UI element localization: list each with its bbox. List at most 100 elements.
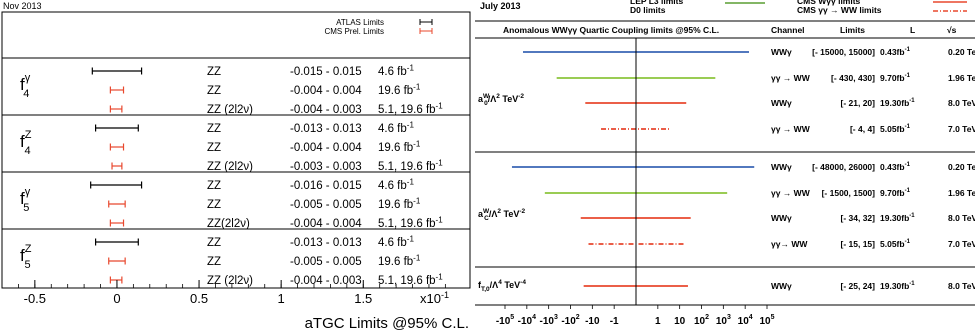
x-tick-label: -1 [610, 316, 619, 327]
x-tick-label: -103 [539, 314, 557, 327]
x-tick-label: -102 [561, 314, 579, 327]
luminosity-label: 19.6 fb-1 [378, 253, 421, 268]
limit-range: -0.013 - 0.013 [290, 123, 362, 135]
row-limits: [- 25, 24] [841, 281, 876, 291]
luminosity-label: 5.1, 19.6 fb-1 [378, 272, 443, 287]
channel-label: ZZ [207, 256, 221, 268]
limit-range: -0.005 - 0.005 [290, 256, 362, 268]
limit-range: -0.005 - 0.005 [290, 199, 362, 211]
luminosity-label: 4.6 fb-1 [378, 120, 414, 135]
legend-label: D0 limits [630, 5, 666, 15]
x-tick-label: -105 [496, 314, 514, 327]
parameter-label: fZ 4 [20, 129, 32, 157]
row-channel: γγ → WW [771, 73, 811, 83]
row-lumi: 19.30fb-1 [880, 281, 915, 291]
legend-label: CMS γγ → WW limits [797, 5, 882, 15]
x-tick-label: -0.5 [24, 291, 46, 306]
row-lumi: 5.05fb-1 [880, 239, 911, 249]
legend-label: CMS Prel. Limits [324, 27, 384, 36]
luminosity-label: 5.1, 19.6 fb-1 [378, 215, 443, 230]
row-lumi: 5.05fb-1 [880, 124, 911, 134]
limit-range: -0.004 - 0.003 [290, 275, 362, 287]
legend-label: LEP L3 limits [630, 0, 683, 6]
channel-label: ZZ [207, 237, 221, 249]
row-lumi: 0.43fb-1 [880, 162, 911, 172]
x-tick-label: 1 [655, 316, 661, 327]
header-energy: √s [947, 25, 957, 35]
channel-label: ZZ(2l2ν) [207, 218, 250, 230]
row-channel: γγ→ WW [771, 239, 808, 249]
row-limits: [- 15, 15] [841, 239, 876, 249]
row-channel: WWγ [771, 213, 792, 223]
header-lumi: L [910, 25, 915, 35]
row-energy: 7.0 TeV [948, 239, 975, 249]
channel-label: ZZ [207, 180, 221, 192]
limit-range: -0.004 - 0.004 [290, 142, 362, 154]
row-channel: γγ → WW [771, 124, 811, 134]
row-channel: γγ → WW [771, 188, 811, 198]
coupling-label: fT,0/Λ4 TeV-4 [478, 279, 526, 293]
x-tick-label: 103 [716, 314, 731, 327]
row-energy: 8.0 TeV [948, 98, 975, 108]
x-multiplier: x10-1 [420, 290, 449, 306]
luminosity-label: 4.6 fb-1 [378, 234, 414, 249]
row-energy: 8.0 TeV [948, 281, 975, 291]
row-energy: 7.0 TeV [948, 124, 975, 134]
x-axis-label: aTGC Limits @95% C.L. [305, 315, 469, 332]
x-tick-label: 0.5 [190, 291, 208, 306]
row-energy: 1.96 TeV [948, 73, 975, 83]
header-limits: Limits [840, 25, 865, 35]
channel-label: ZZ [207, 199, 221, 211]
parameter-label: fγ 4 [20, 72, 31, 100]
row-lumi: 9.70fb-1 [880, 188, 911, 198]
channel-label: ZZ [207, 123, 221, 135]
row-limits: [- 15000, 15000] [812, 47, 875, 57]
x-tick-label: 0 [113, 291, 120, 306]
limit-range: -0.013 - 0.013 [290, 237, 362, 249]
limit-range: -0.003 - 0.003 [290, 161, 362, 173]
row-lumi: 0.43fb-1 [880, 47, 911, 57]
parameter-label: fZ 5 [20, 243, 32, 271]
channel-label: ZZ (2l2ν) [207, 161, 253, 173]
chart-date: July 2013 [480, 1, 521, 11]
parameter-label: fγ 5 [20, 186, 31, 214]
row-limits: [- 34, 32] [841, 213, 876, 223]
row-limits: [- 21, 20] [841, 98, 876, 108]
row-channel: WWγ [771, 47, 792, 57]
limit-range: -0.004 - 0.003 [290, 104, 362, 116]
channel-label: ZZ (2l2ν) [207, 104, 253, 116]
row-channel: WWγ [771, 281, 792, 291]
x-tick-label: 1 [278, 291, 285, 306]
limit-range: -0.004 - 0.004 [290, 85, 362, 97]
x-tick-label: 102 [694, 314, 709, 327]
limit-range: -0.016 - 0.015 [290, 180, 362, 192]
row-channel: WWγ [771, 98, 792, 108]
channel-label: ZZ [207, 85, 221, 97]
row-energy: 1.96 TeV [948, 188, 975, 198]
luminosity-label: 5.1, 19.6 fb-1 [378, 158, 443, 173]
x-tick-label: 1.5 [354, 291, 372, 306]
plot-frame [1, 11, 471, 289]
channel-label: ZZ [207, 66, 221, 78]
row-channel: WWγ [771, 162, 792, 172]
x-tick-label: 104 [738, 314, 753, 327]
row-energy: 0.20 TeV [948, 162, 975, 172]
luminosity-label: 19.6 fb-1 [378, 196, 421, 211]
luminosity-label: 19.6 fb-1 [378, 82, 421, 97]
legend-label: ATLAS Limits [336, 18, 384, 27]
row-limits: [- 430, 430] [831, 73, 875, 83]
row-lumi: 19.30fb-1 [880, 98, 915, 108]
limit-range: -0.015 - 0.015 [290, 66, 362, 78]
limit-range: -0.004 - 0.004 [290, 218, 362, 230]
x-tick-label: 105 [759, 314, 774, 327]
channel-label: ZZ [207, 142, 221, 154]
header-title: Anomalous WWγγ Quartic Coupling limits @… [503, 25, 719, 35]
row-energy: 8.0 TeV [948, 213, 975, 223]
x-tick-label: -104 [518, 314, 536, 327]
channel-label: ZZ (2l2ν) [207, 275, 253, 287]
luminosity-label: 4.6 fb-1 [378, 177, 414, 192]
row-limits: [- 48000, 26000] [812, 162, 875, 172]
coupling-label: aW C/Λ2 TeV-2 [478, 208, 526, 222]
